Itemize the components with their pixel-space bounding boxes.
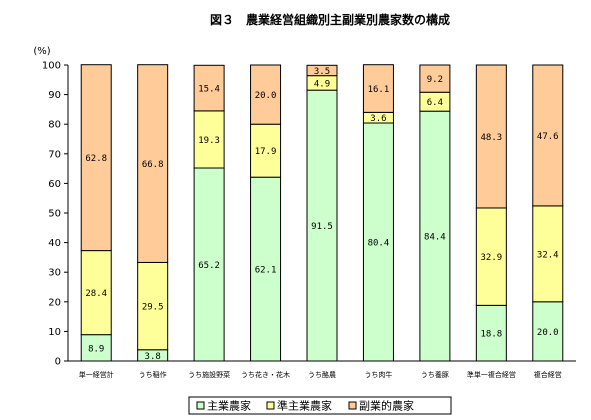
legend-box <box>188 396 452 415</box>
y-tick-label: 60 <box>48 179 61 190</box>
data-label: 91.5 <box>311 222 333 232</box>
bar-segment <box>306 89 338 362</box>
bar-segment <box>362 64 394 113</box>
legend: 主業農家 準主業農家 副業的農家 <box>188 396 452 415</box>
y-tick-label: 30 <box>48 268 61 279</box>
category-label: 複合経営 <box>534 370 562 379</box>
category-label: うち肉牛 <box>364 370 392 379</box>
data-label: 29.5 <box>142 303 164 313</box>
category-label: 単一経営計 <box>79 370 114 379</box>
y-tick-label: 20 <box>48 297 61 308</box>
data-label: 9.2 <box>427 75 443 85</box>
bar-segment <box>137 64 169 263</box>
bar-segment <box>193 110 225 169</box>
data-label: 8.9 <box>88 344 104 354</box>
y-tick-label: 100 <box>42 61 61 72</box>
bar-segment <box>419 64 451 93</box>
data-label: 66.8 <box>142 160 164 170</box>
legend-label: 副業的農家 <box>359 399 414 413</box>
data-label: 19.3 <box>198 136 220 146</box>
data-label: 6.4 <box>427 98 443 108</box>
data-label: 80.4 <box>368 239 390 249</box>
data-label: 18.8 <box>480 330 502 340</box>
y-tick-label: 70 <box>48 149 61 160</box>
bar-segment <box>475 64 507 209</box>
category-label: うち養豚 <box>421 370 449 379</box>
bar-segment <box>80 334 112 362</box>
data-label: 62.1 <box>255 266 277 276</box>
y-tick-label: 10 <box>48 327 61 338</box>
data-label: 65.2 <box>198 261 220 271</box>
data-label: 16.1 <box>368 85 390 95</box>
data-label: 3.6 <box>370 114 386 124</box>
category-label: 準単一複合経営 <box>467 370 516 379</box>
bar-segment <box>80 250 112 336</box>
category-label: うち稲作 <box>139 370 167 379</box>
y-tick-label: 50 <box>48 209 61 220</box>
plot-area: 8.9 28.4 62.8 単一経営計 3.8 29.5 66.8 うち稲作 65.2 19.3 1… <box>79 64 564 379</box>
bar-segment <box>193 64 225 112</box>
category-label: うち酪農 <box>308 370 336 379</box>
data-label: 20.0 <box>255 91 277 101</box>
legend-label: 準主業農家 <box>277 399 332 413</box>
data-label: 17.9 <box>255 147 277 157</box>
legend-swatch <box>196 401 205 410</box>
y-tick-label: 80 <box>48 120 61 131</box>
y-tick-label: 0 <box>55 357 61 368</box>
bar-segment <box>80 64 112 252</box>
legend-label: 主業農家 <box>207 399 251 413</box>
bar-segment <box>137 261 169 351</box>
data-label: 4.9 <box>314 79 330 89</box>
data-label: 62.8 <box>85 154 107 164</box>
legend-swatch <box>266 401 275 410</box>
y-axis-unit-label: (%) <box>33 46 50 57</box>
data-label: 32.9 <box>480 253 502 263</box>
data-label: 15.4 <box>198 85 220 95</box>
data-label: 47.6 <box>537 132 559 142</box>
data-label: 32.4 <box>537 250 559 260</box>
bar-segment <box>362 122 394 362</box>
data-label: 3.5 <box>314 67 330 77</box>
bar-segment <box>306 64 338 77</box>
bar-segment <box>532 64 564 207</box>
chart-title: 図３ 農業経営組織別主副業別農家数の構成 <box>210 12 450 27</box>
data-label: 48.3 <box>480 133 502 143</box>
y-tick-label: 40 <box>48 238 61 249</box>
bar-segment <box>250 64 282 125</box>
bar-segment <box>475 207 507 306</box>
data-label: 20.0 <box>537 328 559 338</box>
data-label: 3.8 <box>145 352 161 362</box>
y-tick-label: 90 <box>48 90 61 101</box>
bar-segment <box>250 176 282 362</box>
bar-segment <box>193 167 225 362</box>
data-label: 28.4 <box>85 289 107 299</box>
category-label: うち花き・花木 <box>241 370 290 379</box>
bar-segment <box>532 301 564 362</box>
category-label: うち施設野菜 <box>188 370 230 379</box>
legend-swatch <box>348 401 357 410</box>
y-axis: 0 10 20 30 40 50 60 70 80 90 100 <box>42 61 576 368</box>
data-label: 84.4 <box>424 233 446 243</box>
